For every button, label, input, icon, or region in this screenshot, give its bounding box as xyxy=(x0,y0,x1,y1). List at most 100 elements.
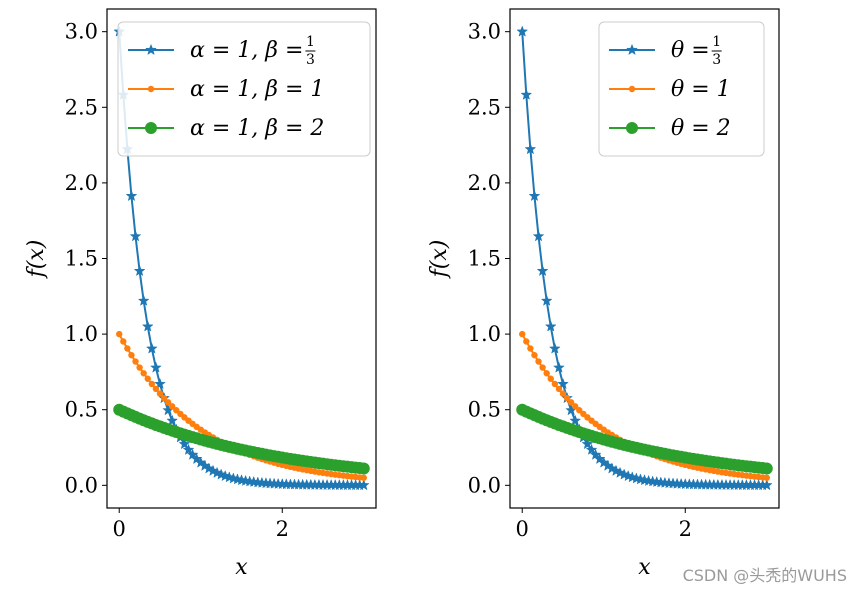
data-point xyxy=(553,361,565,373)
data-point xyxy=(760,479,773,491)
legend-swatch-marker xyxy=(145,43,157,56)
x-tick-label: 2 xyxy=(679,517,692,541)
data-point xyxy=(116,330,123,338)
legend-label: θ = xyxy=(671,38,710,63)
y-tick-label: 1.5 xyxy=(468,247,501,271)
y-tick-label: 0.0 xyxy=(468,473,501,497)
data-point xyxy=(524,143,537,155)
y-tick-label: 1.5 xyxy=(65,247,98,271)
data-point xyxy=(169,403,176,410)
data-point xyxy=(182,443,195,455)
data-point xyxy=(156,390,164,397)
data-point xyxy=(535,358,542,365)
data-point xyxy=(136,364,143,371)
y-tick-label: 2.5 xyxy=(468,95,501,119)
data-point xyxy=(581,437,594,450)
legend-swatch-marker xyxy=(628,85,636,93)
data-point xyxy=(576,407,583,414)
legend-swatch-marker xyxy=(147,85,155,93)
y-tick-label: 3.0 xyxy=(65,20,98,44)
data-point xyxy=(357,479,370,491)
data-point xyxy=(551,380,559,388)
data-point xyxy=(539,364,546,371)
data-point xyxy=(144,375,151,382)
x-axis-title: x xyxy=(235,555,248,580)
data-point xyxy=(531,351,538,359)
data-point xyxy=(555,385,563,393)
data-point xyxy=(548,342,561,354)
data-point xyxy=(154,377,166,390)
data-point xyxy=(120,338,127,345)
legend-fraction-numerator: 1 xyxy=(306,34,315,50)
x-tick-label: 2 xyxy=(276,517,289,541)
data-point xyxy=(164,399,172,406)
series-3 xyxy=(113,403,370,475)
x-tick-label: 0 xyxy=(516,517,529,541)
data-point xyxy=(125,189,138,202)
legend-fraction-denominator: 3 xyxy=(306,52,315,68)
legend: θ = 13θ = 1θ = 2 xyxy=(598,21,765,157)
legend-box xyxy=(598,21,765,157)
legend-fraction-numerator: 1 xyxy=(712,34,721,50)
data-point xyxy=(145,342,158,354)
data-point xyxy=(128,351,135,359)
y-tick-label: 2.0 xyxy=(65,171,98,195)
data-point xyxy=(569,414,582,426)
series-1 xyxy=(516,25,773,491)
data-point xyxy=(360,474,367,481)
x-axis-title: x xyxy=(638,555,651,580)
legend-fraction-denominator: 3 xyxy=(712,52,721,68)
data-point xyxy=(547,375,554,382)
data-point xyxy=(520,88,533,100)
data-point xyxy=(557,377,569,390)
y-tick-label: 3.0 xyxy=(468,20,501,44)
data-point xyxy=(129,230,142,242)
data-point xyxy=(760,462,773,475)
data-point xyxy=(585,443,598,455)
data-point xyxy=(357,462,370,475)
y-tick-label: 2.0 xyxy=(468,171,501,195)
data-point xyxy=(527,345,534,352)
legend-label: α = 1, β = xyxy=(190,38,303,63)
data-point xyxy=(166,414,179,426)
data-point xyxy=(141,320,154,332)
legend-box xyxy=(117,21,371,157)
data-point xyxy=(543,370,550,377)
data-point xyxy=(150,361,162,373)
data-point xyxy=(540,294,553,306)
data-point xyxy=(160,394,168,402)
data-point xyxy=(523,338,530,345)
data-point xyxy=(133,264,146,277)
series-3 xyxy=(516,403,773,475)
data-point xyxy=(572,403,579,410)
y-tick-label: 1.0 xyxy=(468,322,501,346)
legend-swatch-marker xyxy=(626,122,638,134)
right-chart-panel: 0.00.51.01.52.02.53.00 2xf(x)θ = 13θ = 1θ… xyxy=(427,8,780,580)
data-point xyxy=(152,385,160,393)
data-point xyxy=(763,474,770,481)
legend-label: θ = 2 xyxy=(671,116,731,141)
y-axis-title: f(x) xyxy=(427,240,452,280)
y-tick-label: 2.5 xyxy=(65,95,98,119)
y-axis-title: f(x) xyxy=(24,240,49,280)
y-tick-label: 0.5 xyxy=(65,398,98,422)
data-point xyxy=(567,399,575,406)
data-point xyxy=(148,380,156,388)
y-tick-label: 1.0 xyxy=(65,322,98,346)
data-point xyxy=(173,407,180,414)
y-tick-label: 0.5 xyxy=(468,398,501,422)
left-chart-panel: 0.0 0.5 1.0 1.5 2.0 2.5 3.0 0 2 x f(x) α = 1, β = 1… xyxy=(24,8,377,580)
data-point xyxy=(528,189,541,202)
legend-label: θ = 1 xyxy=(671,77,731,102)
data-point xyxy=(563,394,571,402)
legend: α = 1, β = 13α = 1, β = 1α = 1, β = 2 xyxy=(117,21,371,157)
data-point xyxy=(137,294,150,306)
legend-swatch-marker xyxy=(626,43,638,56)
data-point xyxy=(559,390,567,397)
data-point xyxy=(178,437,191,450)
data-point xyxy=(132,358,139,365)
data-point xyxy=(124,345,131,352)
legend-label: α = 1, β = 2 xyxy=(190,116,324,141)
data-point xyxy=(544,320,557,332)
data-point xyxy=(140,370,147,377)
